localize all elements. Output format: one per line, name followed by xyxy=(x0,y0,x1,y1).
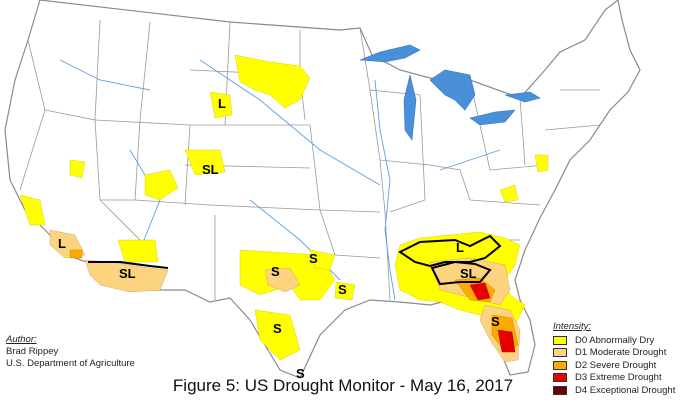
legend-title: Intensity: xyxy=(553,321,592,332)
legend-item: D2 Severe Drought xyxy=(553,359,675,372)
legend-item: D1 Moderate Drought xyxy=(553,347,675,360)
us-outline xyxy=(4,0,641,379)
impact-label: L xyxy=(456,240,464,255)
impact-label: L xyxy=(58,236,66,251)
impact-label: S xyxy=(309,251,318,266)
legend-swatch xyxy=(553,335,567,345)
impact-label: S xyxy=(273,321,282,336)
impact-label: L xyxy=(218,96,226,111)
impact-label: S xyxy=(338,282,347,297)
legend-item: D0 Abnormally Dry xyxy=(553,334,675,347)
great-lakes xyxy=(359,44,541,141)
author-name: Brad Rippey xyxy=(6,346,59,357)
impact-label: S xyxy=(296,366,305,381)
legend-label: D4 Exceptional Drought xyxy=(575,384,676,396)
legend-label: D1 Moderate Drought xyxy=(575,347,667,359)
author-heading: Author: xyxy=(6,334,37,345)
legend-label: D2 Severe Drought xyxy=(575,359,657,371)
legend-swatch xyxy=(553,373,567,383)
author-block: Author: Brad Rippey U.S. Department of A… xyxy=(6,334,135,370)
legend-item: D4 Exceptional Drought xyxy=(553,384,675,397)
impact-label: SL xyxy=(119,266,136,281)
figure-caption: Figure 5: US Drought Monitor - May 16, 2… xyxy=(172,376,514,395)
legend-label: D0 Abnormally Dry xyxy=(575,334,655,346)
impact-label: SL xyxy=(460,266,477,281)
intensity-legend: Intensity: D0 Abnormally Dry D1 Moderate… xyxy=(553,321,675,397)
legend-swatch xyxy=(553,385,567,395)
legend-label: D3 Extreme Drought xyxy=(575,372,662,384)
legend-swatch xyxy=(553,360,567,370)
legend-item: D3 Extreme Drought xyxy=(553,372,675,385)
impact-label: S xyxy=(491,314,500,329)
impact-label: S xyxy=(271,264,280,279)
impact-boundaries xyxy=(88,234,502,286)
legend-swatch xyxy=(553,348,567,358)
drought-d3-areas xyxy=(469,282,516,353)
author-agency: U.S. Department of Agriculture xyxy=(6,358,135,369)
impact-label: SL xyxy=(202,162,219,177)
